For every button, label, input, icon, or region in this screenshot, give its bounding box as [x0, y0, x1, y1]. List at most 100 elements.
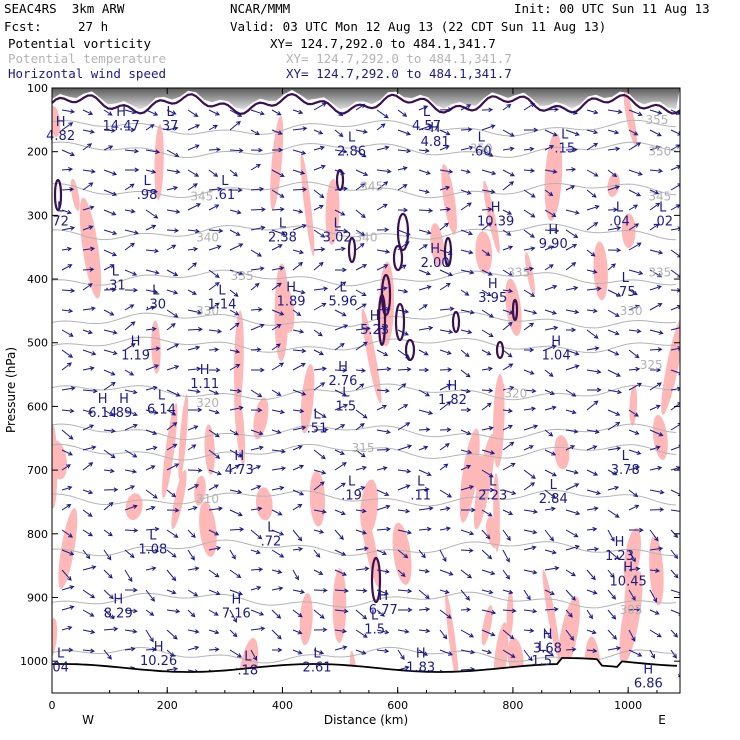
wind-vector — [670, 629, 678, 638]
pv-shade-blob — [79, 197, 102, 299]
wind-vector — [460, 589, 470, 601]
extremum-value: 04 — [52, 661, 69, 676]
wind-vector — [145, 609, 155, 616]
wind-vector — [166, 365, 180, 371]
wind-vector — [271, 189, 285, 198]
wind-vector — [670, 509, 680, 512]
wind-vector — [208, 204, 220, 211]
wind-vector — [649, 465, 663, 471]
wind-vector — [502, 146, 515, 152]
wind-vector — [376, 349, 389, 356]
wind-vector — [502, 569, 511, 580]
wind-vector — [607, 263, 616, 271]
theta-isentrope — [52, 383, 677, 401]
wind-vector — [103, 209, 117, 216]
wind-vector — [481, 402, 492, 411]
wind-vector — [82, 609, 95, 617]
wind-vector — [61, 464, 71, 471]
wind-vector — [229, 549, 236, 560]
theta-label: 325 — [640, 358, 663, 372]
pv-shade-blob — [234, 383, 246, 465]
wind-vector — [607, 207, 619, 213]
wind-vector — [460, 104, 472, 111]
wind-vector — [523, 482, 536, 491]
extremum-value: 10.45 — [610, 575, 647, 590]
wind-vector — [649, 223, 660, 231]
wind-vector — [649, 529, 659, 542]
wind-vector — [313, 529, 325, 534]
wind-vector — [208, 347, 220, 353]
wind-vector — [460, 464, 472, 471]
wind-vector — [250, 282, 260, 291]
pv-shade-blob — [199, 501, 217, 557]
wind-vector — [334, 169, 346, 175]
extremum-type: L — [143, 174, 151, 189]
wind-vector — [544, 566, 560, 571]
extremum-type: L — [550, 478, 558, 493]
wind-vector — [649, 429, 664, 437]
wind-vector — [271, 429, 282, 434]
wind-vector — [397, 109, 408, 117]
extremum-value: 6.77 — [369, 603, 398, 618]
wind-vector — [313, 247, 326, 252]
pv-contour — [370, 556, 382, 604]
wind-vector — [481, 329, 494, 338]
wind-vector — [524, 127, 539, 133]
wind-vector — [103, 287, 117, 293]
wind-vector — [502, 309, 515, 315]
wind-vector — [250, 549, 261, 555]
wind-vector — [607, 185, 621, 191]
wind-vector — [481, 609, 497, 615]
pv-shade-blob — [593, 241, 608, 301]
pv-contour — [451, 310, 461, 334]
wind-vector — [355, 566, 370, 572]
wind-vector — [61, 109, 76, 114]
extremum-value: .30 — [145, 298, 166, 313]
wind-vector — [460, 388, 471, 394]
wind-vector — [334, 246, 346, 252]
wind-vector — [397, 649, 405, 661]
wind-vector — [313, 366, 327, 372]
wind-vector — [376, 145, 390, 151]
wind-vector — [103, 128, 116, 133]
extremum-type: L — [342, 385, 350, 400]
wind-vector — [250, 129, 260, 135]
wind-vector — [628, 382, 642, 391]
wind-vector — [82, 509, 93, 517]
wind-vector — [82, 283, 93, 291]
wind-vector — [250, 163, 261, 171]
wind-vector — [334, 342, 345, 351]
extremum-value: 89 — [116, 406, 133, 421]
wind-vector — [481, 426, 494, 431]
wind-vector — [607, 129, 620, 135]
y-tick-label: 100 — [27, 82, 48, 95]
theta-label: 350 — [648, 145, 671, 159]
wind-vector — [502, 269, 514, 277]
wind-vector — [334, 549, 347, 556]
wind-vector — [82, 225, 94, 231]
pv-contour — [335, 168, 345, 192]
wind-vector — [61, 529, 73, 538]
wind-vector — [166, 489, 177, 498]
wind-vector — [229, 148, 244, 153]
theta-isentrope — [52, 539, 677, 557]
wind-vector — [292, 589, 306, 595]
wind-vector — [313, 129, 324, 135]
extremum-type: L — [339, 280, 347, 295]
wind-vector — [628, 304, 640, 311]
y-tick-label: 500 — [27, 337, 48, 350]
wind-vector — [229, 322, 240, 331]
wind-vector — [670, 287, 680, 293]
wind-vector — [523, 388, 537, 394]
wind-vector — [229, 589, 244, 596]
wind-vector — [397, 383, 407, 391]
pv-shade-blob — [70, 178, 80, 211]
wind-vector — [292, 187, 308, 192]
wind-vector — [397, 588, 413, 594]
wind-vector — [145, 445, 158, 451]
wind-vector — [82, 246, 96, 252]
wind-vector — [292, 649, 303, 655]
pv-shade-blob — [194, 475, 206, 506]
wind-vector — [439, 649, 453, 656]
wind-vector — [124, 629, 138, 634]
